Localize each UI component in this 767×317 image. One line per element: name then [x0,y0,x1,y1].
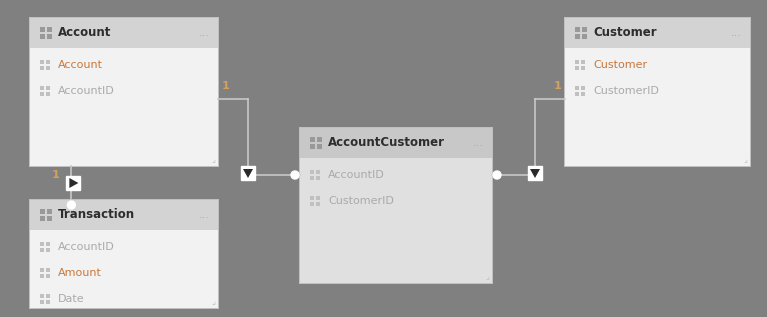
Bar [575,34,580,39]
Bar [45,60,50,64]
Bar [47,209,52,214]
Bar [47,27,52,32]
Bar [40,216,45,221]
Polygon shape [243,169,253,178]
Bar [45,86,50,90]
Bar [315,202,320,206]
Text: AccountID: AccountID [58,242,115,252]
Bar [45,66,50,70]
Bar [582,34,587,39]
Bar [315,176,320,180]
Bar [315,170,320,174]
Bar [40,294,44,298]
Text: 1: 1 [553,81,561,91]
Bar [40,86,44,90]
Bar [40,92,44,96]
Bar [45,92,50,96]
Text: ...: ... [199,28,210,38]
Text: AccountID: AccountID [328,170,385,180]
Bar [581,60,584,64]
Text: ⌟: ⌟ [211,154,215,163]
Text: CustomerID: CustomerID [328,196,394,206]
Text: ...: ... [731,28,742,38]
Bar [575,86,579,90]
Bar [45,248,50,252]
Circle shape [493,171,501,179]
Bar [45,294,50,298]
Bar [575,66,579,70]
Bar [575,92,579,96]
Text: Date: Date [58,294,84,304]
Bar [40,248,44,252]
Text: ...: ... [473,138,484,148]
Bar [40,209,45,214]
Bar [564,17,751,167]
Bar [310,196,314,200]
Bar [315,196,320,200]
Text: ⌟: ⌟ [485,271,489,280]
Text: AccountCustomer: AccountCustomer [328,137,445,150]
Bar [40,242,44,246]
Bar [30,230,218,308]
Text: Transaction: Transaction [58,209,135,222]
Bar [40,60,44,64]
Text: Amount: Amount [58,268,102,278]
Text: Account: Account [58,27,111,40]
Bar [581,86,584,90]
Bar [565,48,750,166]
Bar [310,137,315,142]
Bar [29,199,219,309]
Circle shape [291,171,299,179]
Polygon shape [69,178,78,188]
Bar [300,128,492,158]
Bar [30,18,218,48]
Bar [310,176,314,180]
Bar [30,200,218,230]
Text: Customer: Customer [593,27,657,40]
Bar [40,268,44,272]
Text: Account: Account [58,60,103,70]
Bar [565,18,750,48]
Text: ...: ... [199,210,210,220]
Bar [581,66,584,70]
Bar [317,137,322,142]
Bar [67,176,81,190]
Bar [40,274,44,278]
Text: 1: 1 [222,81,230,91]
Bar [317,144,322,149]
Bar [575,27,580,32]
Bar [310,170,314,174]
Bar [45,268,50,272]
Bar [45,300,50,304]
Bar [310,202,314,206]
Bar [241,166,255,180]
Bar [40,300,44,304]
Bar [40,34,45,39]
Text: AccountID: AccountID [58,86,115,96]
Text: ⌟: ⌟ [211,296,215,305]
Text: Customer: Customer [593,60,647,70]
Bar [528,166,542,180]
Text: ⌟: ⌟ [743,154,747,163]
Bar [47,216,52,221]
Text: CustomerID: CustomerID [593,86,659,96]
Bar [299,127,493,284]
Bar [30,48,218,166]
Text: 1: 1 [51,170,59,180]
Bar [582,27,587,32]
Bar [40,27,45,32]
Bar [300,158,492,283]
Bar [581,92,584,96]
Bar [575,60,579,64]
Bar [310,144,315,149]
Bar [45,242,50,246]
Bar [45,274,50,278]
Bar [47,34,52,39]
Bar [29,17,219,167]
Polygon shape [530,169,540,178]
Bar [40,66,44,70]
Circle shape [67,201,75,209]
